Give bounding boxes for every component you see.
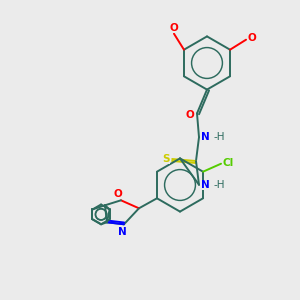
Text: Cl: Cl (222, 158, 234, 168)
Text: S: S (163, 154, 170, 164)
Text: -H: -H (213, 132, 224, 142)
Text: N: N (201, 180, 209, 190)
Text: -H: -H (213, 180, 224, 190)
Text: N: N (118, 227, 126, 237)
Text: O: O (248, 33, 256, 43)
Text: O: O (186, 110, 194, 120)
Text: N: N (201, 132, 209, 142)
Text: O: O (169, 23, 178, 33)
Text: O: O (114, 189, 122, 199)
